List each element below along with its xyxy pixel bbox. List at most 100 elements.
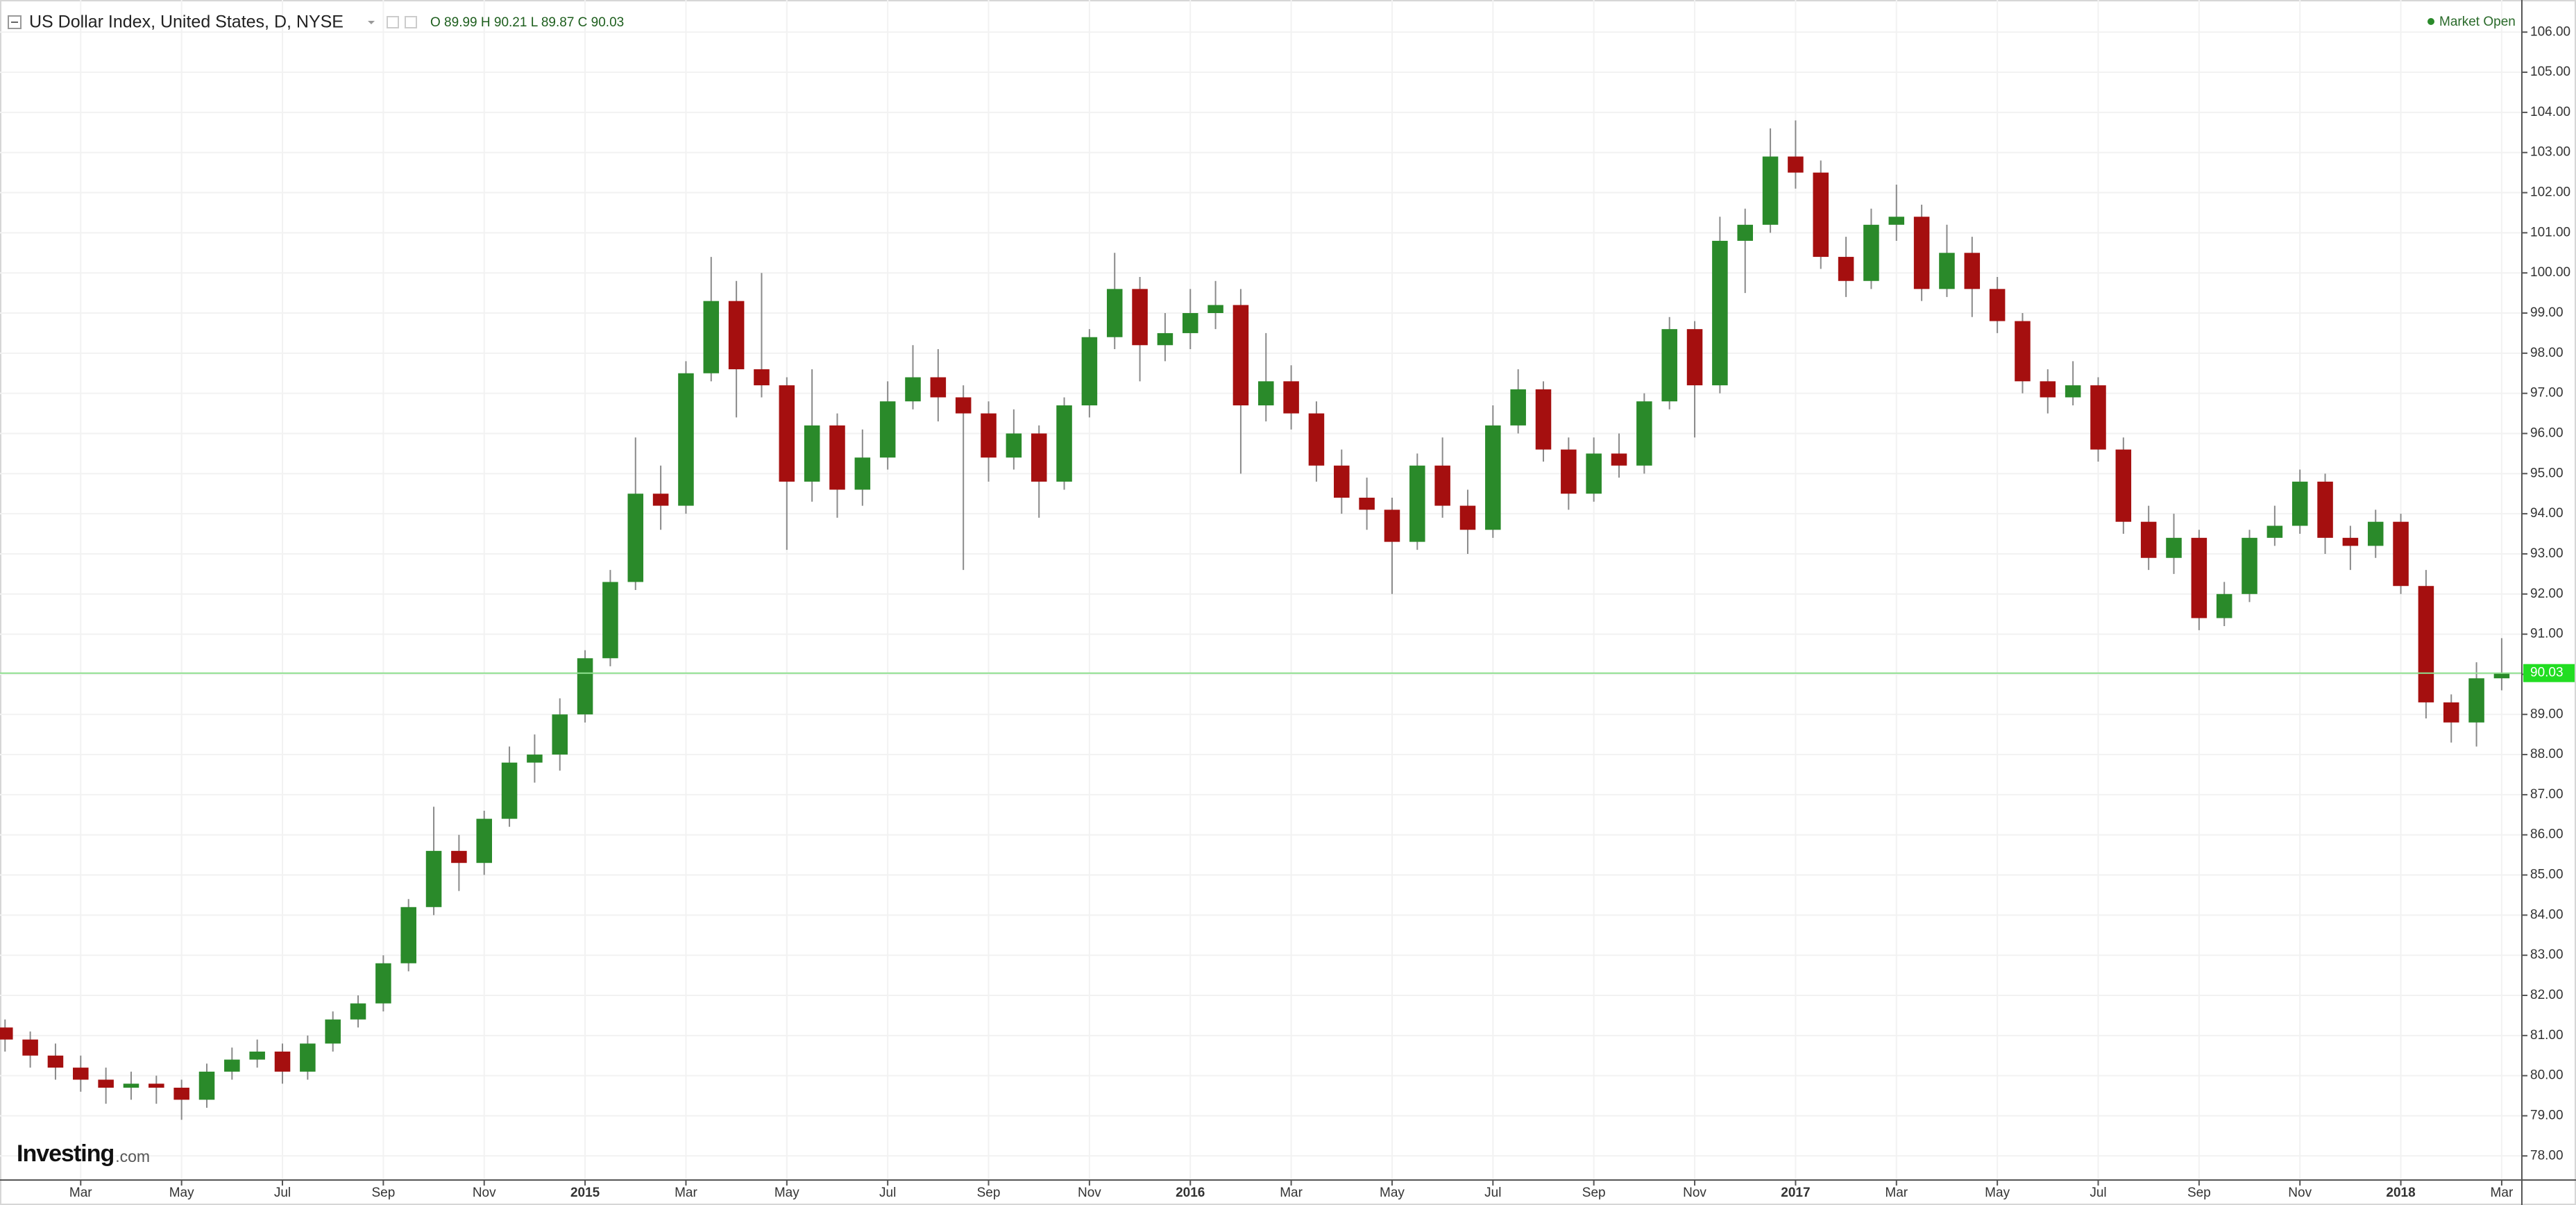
x-tick-label: 2018: [2386, 1186, 2415, 1200]
y-tick-label: 105.00: [2530, 65, 2570, 79]
candle-body: [1182, 313, 1198, 333]
candle-body: [1838, 257, 1854, 281]
candle-body: [879, 401, 896, 458]
y-tick-label: 106.00: [2530, 24, 2570, 39]
candle-body: [0, 1027, 13, 1040]
y-tick-label: 97.00: [2530, 386, 2564, 401]
candle-body: [425, 850, 442, 907]
candle-body: [1737, 224, 1753, 241]
settings-box[interactable]: [387, 16, 399, 28]
candle-body: [1434, 465, 1450, 506]
y-tick-label: 83.00: [2530, 947, 2564, 962]
candle-body: [1762, 156, 1779, 225]
candle-body: [501, 762, 518, 819]
y-tick-label: 80.00: [2530, 1068, 2564, 1083]
x-tick-label: Jul: [2090, 1186, 2106, 1200]
header: US Dollar Index, United States, D, NYSE …: [8, 12, 2516, 32]
candle-body: [854, 457, 871, 490]
candle-body: [173, 1088, 189, 1100]
candle-body: [2015, 321, 2031, 382]
candle-body: [1989, 289, 2006, 321]
candle-body: [325, 1019, 341, 1044]
candle-body: [22, 1039, 38, 1056]
candle-body: [1535, 389, 1552, 450]
y-tick-label: 84.00: [2530, 907, 2564, 922]
y-tick-label: 92.00: [2530, 587, 2564, 601]
candle-body: [829, 425, 845, 490]
y-tick-label: 94.00: [2530, 506, 2564, 521]
candle-body: [1208, 305, 1223, 314]
x-tick-label: May: [1380, 1186, 1405, 1200]
last-price-tag: [2523, 664, 2575, 682]
candle-body: [1308, 413, 1325, 466]
candle-body: [2367, 521, 2384, 546]
candle-body: [2291, 481, 2308, 526]
y-tick-label: 102.00: [2530, 185, 2570, 200]
candle-body: [47, 1055, 64, 1068]
candle-body: [1283, 381, 1299, 414]
candle-body: [552, 714, 568, 755]
candle-body: [476, 818, 492, 863]
x-tick-label: Nov: [2288, 1186, 2312, 1200]
candle-body: [1081, 337, 1098, 406]
candle-body: [2393, 521, 2409, 587]
y-tick-label: 98.00: [2530, 346, 2564, 360]
candle-body: [400, 907, 416, 963]
candle-body: [1964, 253, 1981, 289]
candle-body: [1661, 329, 1677, 402]
candle-body: [1334, 465, 1350, 498]
y-tick-label: 87.00: [2530, 787, 2564, 802]
candle-body: [2493, 673, 2510, 679]
x-tick-label: 2017: [1781, 1186, 1810, 1200]
candle-body: [350, 1003, 366, 1020]
y-tick-label: 104.00: [2530, 105, 2570, 119]
candle-body: [2090, 385, 2106, 450]
candle-body: [1106, 289, 1123, 337]
close-box[interactable]: [405, 16, 417, 28]
candle-body: [2115, 449, 2132, 522]
candle-body: [198, 1071, 215, 1100]
candle-body: [728, 301, 745, 369]
x-tick-label: May: [774, 1186, 799, 1200]
candle-body: [73, 1068, 89, 1080]
candle-body: [627, 494, 644, 582]
dropdown-caret[interactable]: [368, 21, 375, 24]
candle-body: [1888, 217, 1905, 225]
candle-body: [375, 963, 391, 1004]
candle-body: [527, 755, 543, 763]
candle-body: [1031, 433, 1047, 482]
x-tick-label: 2016: [1176, 1186, 1205, 1200]
candle-body: [1510, 389, 1526, 425]
candle-body: [1006, 433, 1022, 458]
candle-body: [2342, 537, 2359, 546]
x-tick-label: Mar: [2491, 1186, 2514, 1200]
candle-body: [652, 494, 669, 506]
candle-body: [1258, 381, 1274, 406]
brand: Investing: [17, 1140, 114, 1167]
candle-body: [1913, 217, 1930, 289]
candle-body: [1459, 505, 1476, 530]
candle-body: [804, 425, 820, 482]
candle-body: [930, 377, 947, 398]
candle-body: [1359, 498, 1375, 510]
ohlc-readout: O 89.99 H 90.21 L 89.87 C 90.03: [430, 15, 624, 30]
x-tick-label: May: [1985, 1186, 2010, 1200]
candle-body: [2317, 481, 2333, 538]
y-tick-label: 95.00: [2530, 466, 2564, 480]
candle-body: [754, 369, 770, 386]
candle-body: [1636, 401, 1652, 466]
candle-body: [1611, 453, 1627, 466]
y-tick-label: 99.00: [2530, 305, 2564, 320]
candle-body: [1056, 405, 1072, 482]
candle-body: [1788, 156, 1804, 173]
candle-body: [1939, 253, 1955, 289]
x-tick-label: Sep: [1582, 1186, 1606, 1200]
candle-body: [602, 582, 618, 659]
y-tick-label: 88.00: [2530, 747, 2564, 761]
y-tick-label: 101.00: [2530, 225, 2570, 239]
x-tick-label: Mar: [69, 1186, 92, 1200]
candle-body: [1132, 289, 1148, 346]
y-tick-label: 89.00: [2530, 707, 2564, 721]
